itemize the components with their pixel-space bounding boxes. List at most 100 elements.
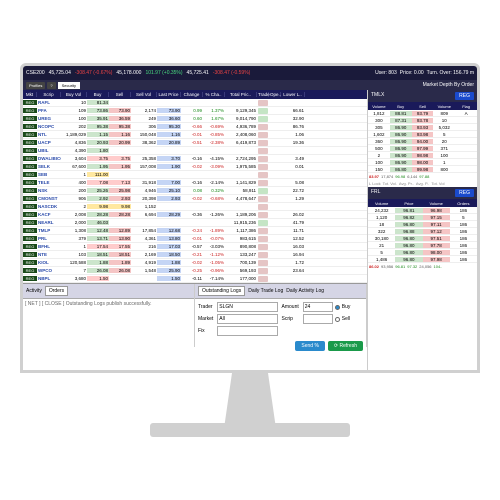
depth-row[interactable]: 32296.8897.12186 (368, 228, 477, 235)
table-row[interactable]: REGNCOPC20295.3895.3830695.30-0.66-0.69%… (23, 123, 367, 131)
security-input[interactable]: Security (58, 82, 80, 89)
profiles-btn[interactable]: Profiles (26, 82, 45, 89)
depth1-summary: 83.97 17,874 96.98 6,144 97.88 (368, 173, 477, 180)
table-row[interactable]: REGKIOL120,5881.881.894,9191.88-0.02-1.0… (23, 259, 367, 267)
activity-title: Activity (26, 288, 42, 294)
table-row[interactable]: REGWPCO726.0826.081,54825.90-0.25-0.96%5… (23, 267, 367, 275)
depth-row[interactable]: 2196.8097.78186 (368, 242, 477, 249)
depth-row[interactable]: 50086.9097.99371 (368, 145, 477, 152)
depth-row[interactable]: 286.9098.98100 (368, 152, 477, 159)
table-row[interactable]: REGUBIL4,3901.80 (23, 147, 367, 155)
depth-panel: TMLX REG Volume Buy Sell Volume Flag 1,8… (367, 90, 477, 370)
depth-row[interactable]: 1,48696.8097.98186 (368, 256, 477, 263)
col-pctchange[interactable]: % Cha.. (203, 92, 225, 97)
col-lowerlimit[interactable]: Lower L.. (281, 92, 305, 97)
table-row[interactable]: REGRAFL1081.34 (23, 99, 367, 107)
user-label: User: 803 (375, 70, 397, 76)
table-row[interactable]: REGKACF2,00828.2828.286,69428.29-0.36-1.… (23, 211, 367, 219)
depth-row[interactable]: 15086.8099.98800 (368, 166, 477, 173)
amount-input[interactable] (303, 302, 333, 312)
order-form: Trader Amount Buy Market Scrip Sell Fix (195, 299, 366, 339)
table-row[interactable]: REGNSK20025.2625.984,94625.100.080.32%58… (23, 187, 367, 195)
depth2-title: FRL REG (368, 187, 477, 199)
depth1-sym: TMLX (371, 92, 384, 100)
col-trade[interactable]: Trade (257, 92, 269, 97)
tab-dailyactivity[interactable]: Daily Activity Log (286, 288, 324, 294)
scrip-input[interactable] (303, 314, 333, 324)
monitor-stand (205, 373, 295, 423)
monitor-frame: CSE200 45,725.04 -308.47 (-0.67%) 45,178… (20, 63, 480, 437)
col-mkt[interactable]: Mkt (23, 92, 37, 97)
col-totalprice[interactable]: Total Pric.. (225, 92, 257, 97)
col-buy[interactable]: Buy (87, 92, 109, 97)
depth2-tab[interactable]: REG (455, 189, 474, 197)
table-row[interactable]: REGSELK67,6001.951.95157,0081.90-0.02-3.… (23, 163, 367, 171)
send-button[interactable]: Send % (295, 341, 325, 351)
main-panel: Mkt Scrip Buy Vol Buy Sell Sell Vol Last… (23, 90, 367, 370)
table-row[interactable]: REGNTE10318.5118.512,16918.50-0.21-1.12%… (23, 251, 367, 259)
table-row[interactable]: REGSEB1111.00 (23, 171, 367, 179)
fix-label: Fix (198, 328, 213, 334)
col-scrip[interactable]: Scrip (37, 92, 61, 97)
table-row[interactable]: REGUACP4,83620.9320.9938,36220.89-0.51-2… (23, 139, 367, 147)
col-change[interactable]: Change (181, 92, 203, 97)
scrip-label: Scrip (282, 316, 299, 322)
order-panel: Outstanding Logs Daily Trade Log Daily A… (195, 284, 367, 347)
index1-name: CSE200 (26, 70, 45, 76)
trader-input[interactable] (217, 302, 277, 312)
table-row[interactable]: REGPFA10973.8673.902,17473.900.991.37%9,… (23, 107, 367, 115)
table-row[interactable]: REGNASCDK29.989.981,152 (23, 203, 367, 211)
screen: CSE200 45,725.04 -308.47 (-0.67%) 45,178… (20, 63, 480, 373)
help-btn[interactable]: ? (47, 82, 55, 89)
depth-row[interactable]: 36086.9094.0020 (368, 138, 477, 145)
index1-val: 45,725.04 (49, 70, 71, 76)
table-row[interactable]: REGCMONST9062.922.9320,3982.93-0.02-0.68… (23, 195, 367, 203)
depth1-body: 1,81288.8193.79809A30087.3193.781030586.… (368, 110, 477, 173)
table-row[interactable]: REGTMLP1,30812.4812.8917,85412.68-0.24-1… (23, 227, 367, 235)
depth-row[interactable]: 1,12096.8297.155 (368, 214, 477, 221)
depth2-sym: FRL (371, 189, 380, 197)
col-open[interactable]: Ope.. (269, 92, 281, 97)
depth-row[interactable]: 24,23296.8196.98186 (368, 207, 477, 214)
amount-label: Amount (282, 304, 299, 310)
depth-row[interactable]: 10086.9098.001 (368, 159, 477, 166)
depth-row[interactable]: 1,60286.9093.985 (368, 131, 477, 138)
market-input[interactable] (217, 314, 277, 324)
fix-input[interactable] (217, 326, 277, 336)
index3-chg: -308.47 (-0.59%) (213, 70, 251, 76)
table-row[interactable]: REGUREG10035.9136.5924936.600.601.67%9,0… (23, 115, 367, 123)
depth1-tab[interactable]: REG (455, 92, 474, 100)
table-row[interactable]: REGNEARL2,00046.0311,915,23641.79 (23, 219, 367, 227)
col-buyvol[interactable]: Buy Vol (61, 92, 87, 97)
table-row[interactable]: REGPRL37913.7113.904,36113.80-0.01-0.07%… (23, 235, 367, 243)
table-row[interactable]: REGTELE4007.087.1331,9187.00-0.16-2.14%1… (23, 179, 367, 187)
monitor-base (150, 423, 350, 437)
index2-val: 45,178.000 (116, 70, 141, 76)
depth-row[interactable]: 30,18096.8097.51186 (368, 235, 477, 242)
depth-row[interactable]: 1896.8097.11186 (368, 221, 477, 228)
depth-row[interactable]: 30586.9093.935,032 (368, 124, 477, 131)
depth2-body: 24,23296.8196.981861,12096.8297.1551896.… (368, 207, 477, 263)
sell-radio[interactable] (335, 317, 340, 322)
turnover-label: Turn. Over: 156.79 m (427, 70, 474, 76)
col-sell[interactable]: Sell (109, 92, 131, 97)
table-row[interactable]: REGNBPL3,6801.501.50-0.11-7.14%177,000 (23, 275, 367, 283)
activity-header: Activity Orders (23, 284, 194, 299)
col-sellvol[interactable]: Sell Vol (131, 92, 157, 97)
index-header: CSE200 45,725.04 -308.47 (-0.67%) 45,178… (23, 66, 477, 80)
table-row[interactable]: REGDWALIBICO3,6043.753.7525,3583.70-0.16… (23, 155, 367, 163)
tab-outstanding[interactable]: Outstanding Logs (198, 286, 245, 296)
depth-row[interactable]: 1,81288.8193.79809A (368, 110, 477, 117)
order-tabs: Outstanding Logs Daily Trade Log Daily A… (195, 284, 366, 299)
table-row[interactable]: REGNTL1,189,0291.151.16150,0481.16-0.01-… (23, 131, 367, 139)
activity-tab-orders[interactable]: Orders (45, 286, 68, 296)
col-lastprice[interactable]: Last Price (157, 92, 181, 97)
depth2-head: Volume Price Volume Orders (368, 199, 477, 207)
tab-dailytrade[interactable]: Daily Trade Log (248, 288, 283, 294)
depth-row[interactable]: 30087.3193.7810 (368, 117, 477, 124)
buy-radio[interactable] (335, 305, 340, 310)
table-row[interactable]: REGBFHL117.5417.5521617.03-0.57-3.03%890… (23, 243, 367, 251)
content: Mkt Scrip Buy Vol Buy Sell Sell Vol Last… (23, 90, 477, 370)
depth-row[interactable]: 596.8098.00186 (368, 249, 477, 256)
refresh-button[interactable]: ⟳ Refresh (328, 341, 363, 351)
